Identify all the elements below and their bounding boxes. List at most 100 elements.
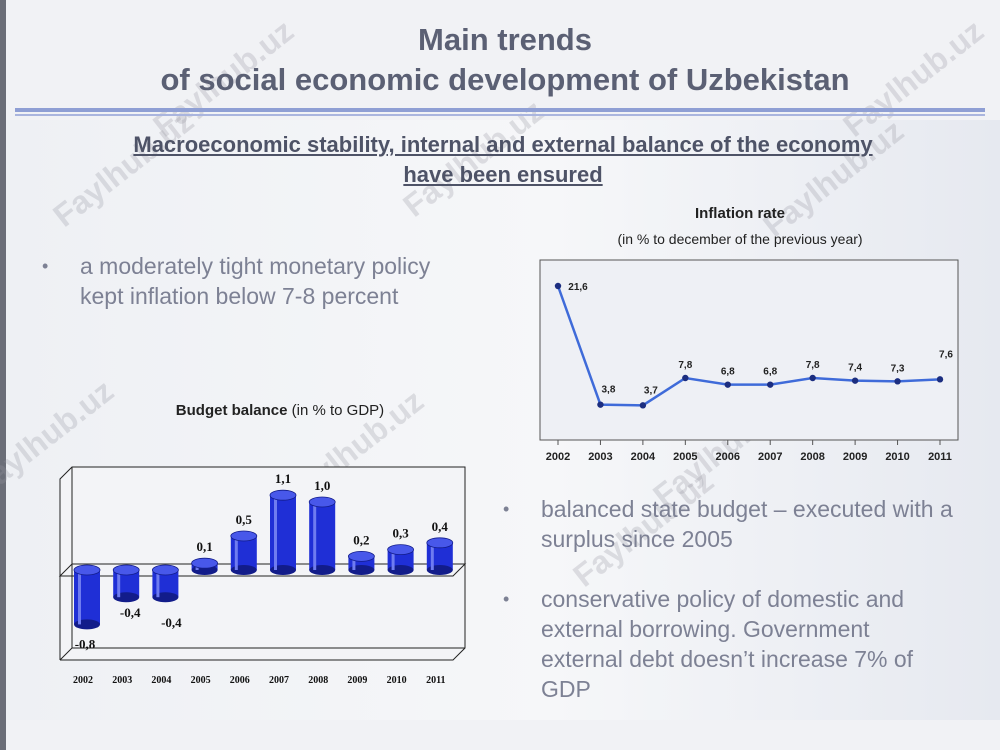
bar-top (112, 564, 140, 576)
bullet-text: external debt doesn’t increase 7% of (541, 646, 914, 672)
x-tick-label: 2005 (191, 675, 211, 686)
bar (426, 537, 454, 575)
data-label: -0,8 (75, 636, 96, 651)
data-point (682, 374, 689, 382)
data-label: 0,3 (392, 526, 409, 541)
data-point (851, 377, 859, 384)
x-tick-label: 2011 (928, 451, 952, 463)
bar-highlight (117, 570, 121, 598)
x-tick-label: 2002 (546, 451, 570, 463)
bullet-marker: • (42, 256, 49, 276)
data-label: 0,4 (432, 519, 449, 534)
bar-highlight (352, 556, 356, 570)
page-title-line2: of social economic development of Uzbeki… (160, 62, 850, 97)
bullet-text: external borrowing. Government (541, 616, 870, 642)
page-title-line1: Main trends (418, 22, 592, 57)
bar-bottom (309, 565, 336, 575)
bar-top (152, 564, 179, 576)
zero-plane (58, 563, 467, 577)
x-tick-label: 2003 (112, 675, 132, 686)
x-tick-label: 2003 (588, 451, 612, 463)
x-tick-label: 2005 (673, 451, 697, 463)
data-label: -0,4 (120, 605, 141, 620)
bar-body (74, 570, 100, 625)
subtitle-line1: Macroeconomic stability, internal and ex… (133, 132, 873, 157)
bar-bottom (270, 565, 296, 575)
data-label: -0,4 (161, 615, 182, 630)
bullet-debt: • conservative policy of domestic and ex… (503, 584, 961, 704)
x-tick-label: 2002 (73, 675, 93, 686)
bullet-text: balanced state budget – executed with a (541, 496, 953, 522)
x-tick-label: 2007 (758, 451, 782, 463)
bar (347, 551, 375, 575)
data-label: 1,0 (314, 478, 330, 493)
x-tick-label: 2010 (885, 451, 909, 463)
bar (308, 496, 336, 575)
data-label: 7,4 (848, 363, 862, 374)
bar-highlight (274, 495, 277, 570)
bar-bottom (74, 619, 100, 630)
data-point (639, 402, 647, 409)
data-label: 0,1 (196, 539, 212, 554)
bar-top (308, 496, 336, 508)
data-point (809, 374, 816, 382)
x-tick-label: 2007 (269, 675, 289, 686)
section-subtitle: Macroeconomic stability, internal and ex… (0, 130, 1000, 190)
x-tick-label: 2004 (631, 451, 656, 463)
bullet-budget: • balanced state budget – executed with … (503, 494, 991, 554)
bar-highlight (391, 549, 395, 570)
data-label: 0,5 (236, 512, 253, 527)
inflation-chart-subtitle: (in % to december of the previous year) (617, 231, 863, 247)
data-label: 7,8 (678, 360, 692, 371)
bullet-text: a moderately tight monetary policy (80, 253, 431, 279)
bar-top (426, 537, 454, 549)
data-label: 21,6 (568, 282, 588, 293)
budget-chart-title-rest: (in % to GDP) (291, 402, 385, 419)
bar-top (73, 564, 101, 576)
x-tick-label: 2010 (387, 675, 407, 686)
bullet-inflation: • a moderately tight monetary policy kep… (42, 251, 500, 311)
bar-bottom (387, 565, 414, 575)
bullet-text: conservative policy of domestic and (541, 586, 905, 612)
data-point (554, 282, 562, 290)
budget-chart: -0,8 2002 -0,4 2003 -0,4 2004 0,1 2005 0,5 2006 1,… (58, 466, 467, 686)
floor-edge (59, 647, 73, 661)
inflation-chart-title: Inflation rate (694, 205, 785, 222)
bar-bottom (152, 592, 179, 603)
bullet-text: GDP (541, 676, 591, 702)
bar-top (387, 544, 415, 555)
bar-highlight (430, 542, 434, 570)
inflation-chart: 2002 2003 2004 2005 2006 2007 2008 2009 2010 2011… (539, 259, 959, 463)
plot-area (539, 259, 959, 441)
budget-chart-title-bold: Budget balance (175, 402, 288, 419)
data-label: 3,8 (601, 385, 615, 396)
data-label: 3,7 (644, 385, 658, 396)
bar-top (191, 557, 219, 569)
bar (152, 564, 179, 603)
data-label: 7,8 (806, 360, 820, 371)
bar-top (269, 489, 297, 501)
left-edge-bar (0, 0, 6, 750)
bar-body (309, 502, 336, 570)
bar-body (270, 495, 296, 570)
bar (73, 564, 101, 630)
bar-bottom (113, 592, 140, 603)
bullet-marker: • (503, 499, 510, 519)
x-tick-label: 2011 (426, 675, 445, 686)
budget-chart-title: Budget balance (in % to GDP) (120, 402, 440, 419)
bar-highlight (313, 502, 317, 570)
data-point (597, 401, 604, 408)
bullet-marker: • (503, 589, 510, 609)
x-tick-label: 2008 (308, 675, 328, 686)
x-tick-label: 2009 (843, 451, 867, 463)
data-label: 1,1 (275, 471, 291, 486)
bar-bottom (230, 565, 257, 575)
bar-top (347, 551, 375, 562)
bar-bottom (426, 565, 453, 575)
bar-bottom (348, 565, 375, 575)
bar-highlight (234, 536, 238, 570)
x-tick-label: 2009 (347, 675, 367, 686)
data-label: 6,8 (721, 367, 735, 378)
bullet-text: kept inflation below 7-8 percent (80, 283, 399, 309)
data-point (894, 378, 901, 385)
